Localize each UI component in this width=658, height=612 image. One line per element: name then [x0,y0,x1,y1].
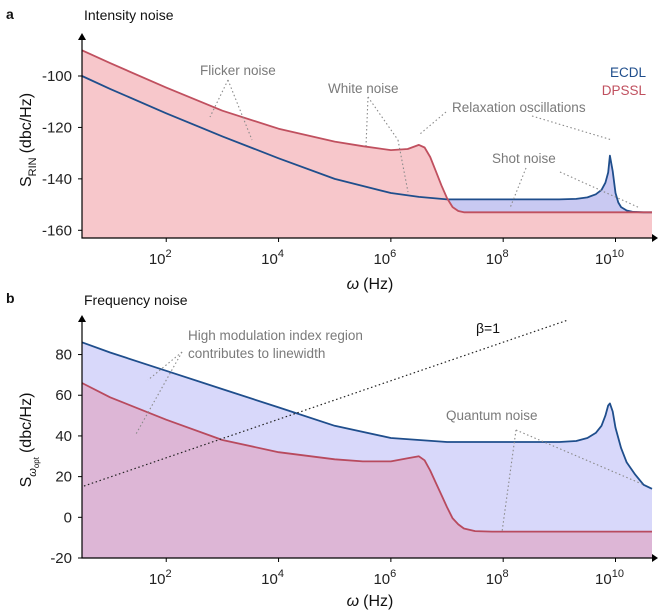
panel-a-y-label-sub: RIN [27,157,39,176]
y-tick-label: -20 [50,550,72,567]
y-tick-label: -160 [42,222,72,239]
panel-b-y-label-sub: ω [27,468,39,477]
y-tick-label: 80 [55,347,72,364]
panel-b-y-arrow [78,315,86,322]
panel-b-area-dpssl [82,383,652,558]
panel-b-series-ecdl [81,341,653,490]
x-tick-label: 1010 [595,568,624,588]
legend-ecdl: ECDL [610,65,647,80]
panel-a-series-ecdl [81,75,652,214]
panel-a-lines [81,49,652,214]
panel-b-areas [82,342,652,558]
y-tick-label: -100 [42,68,72,85]
x-tick-label: 1010 [595,248,624,268]
panel-b-y-label-unit: (dbc/Hz) [18,393,35,453]
panel-a-x-label: ω (Hz) [347,276,394,293]
leader-quantum-1 [501,429,517,533]
panel-a-y-arrow [78,33,86,40]
x-tick-label: 106 [373,248,396,268]
panel-b-y-label-main: S [18,477,35,488]
panel-b-title: Frequency noise [84,292,188,308]
panel-a-y-label: SRIN (dbc/Hz) [18,93,39,187]
leader-white-3 [365,96,369,147]
y-tick-label: -140 [42,171,72,188]
panel-a-annotations: Flicker noise White noise Relaxation osc… [200,63,641,209]
leader-flicker-2 [209,79,229,118]
y-tick-label: 60 [55,387,72,404]
leader-relax-1 [419,111,447,135]
annotation-high-mod-line1: High modulation index region [188,328,363,343]
annotation-white-noise: White noise [328,81,399,96]
legend-dpssl: DPSSL [602,83,647,98]
x-tick-label: 104 [261,248,284,268]
panel-a-y-label-unit: (dbc/Hz) [18,93,35,153]
panel-a-x-label-unit: (Hz) [363,276,393,293]
leader-relax-2 [531,115,613,141]
panel-a-area-dpssl [82,50,652,238]
panel-a-y-ticks: -100 -120 -140 -160 [42,68,82,239]
annotation-flicker-noise: Flicker noise [200,63,276,78]
leader-flicker-1 [227,79,253,141]
annotation-quantum-noise: Quantum noise [446,408,538,423]
annotation-high-mod-line2: contributes to linewidth [188,346,325,361]
y-tick-label: 40 [55,428,72,445]
panel-a-x-arrow [652,234,658,242]
panel-a-label: a [6,6,14,22]
panel-b-x-ticks: 102 104 106 108 1010 [149,558,624,588]
panel-a-x-ticks: 102 104 106 108 1010 [149,238,624,268]
x-tick-label: 106 [373,568,396,588]
annotation-relaxation-oscillations: Relaxation oscillations [452,100,586,115]
leader-high-mod-1 [147,351,183,381]
annotation-shot-noise: Shot noise [492,151,556,166]
panel-b-annotations: High modulation index region contributes… [135,328,643,533]
beta-one-label: β=1 [476,320,500,336]
panel-a: a Intensity noise Flicker noise White no… [6,6,658,293]
panel-b: b Frequency noise β=1 High modulation in… [6,290,658,610]
leader-shot-2 [559,171,641,209]
panel-b-y-label-subsub: opt [32,456,41,468]
leader-white-2 [397,139,409,193]
panel-b-lines [81,341,653,533]
panel-b-x-label: ω (Hz) [347,593,394,610]
panel-b-x-label-symbol: ω [347,593,359,610]
x-tick-label: 102 [149,248,172,268]
x-tick-label: 102 [149,568,172,588]
x-tick-label: 104 [261,568,284,588]
panel-a-legend: ECDL DPSSL [602,65,647,98]
y-tick-label: 20 [55,469,72,486]
panel-b-x-arrow [652,554,658,562]
leader-quantum-2 [515,429,643,485]
x-tick-label: 108 [486,248,509,268]
y-tick-label: 0 [64,509,72,526]
x-tick-label: 108 [486,568,509,588]
panel-a-series-dpssl [81,49,652,214]
panel-a-y-label-main: S [18,176,35,187]
panel-b-y-label: Sωopt (dbc/Hz) [18,393,41,488]
y-tick-label: -120 [42,119,72,136]
panel-a-areas [82,50,652,238]
panel-a-title: Intensity noise [84,7,174,23]
panel-b-x-label-unit: (Hz) [363,593,393,610]
panel-b-series-dpssl [81,382,652,533]
panel-b-y-ticks: 80 60 40 20 0 -20 [50,347,82,567]
panel-a-x-label-symbol: ω [347,276,359,293]
panel-b-label: b [6,290,15,306]
panel-a-axes [81,40,652,239]
leader-white-1 [367,96,399,141]
